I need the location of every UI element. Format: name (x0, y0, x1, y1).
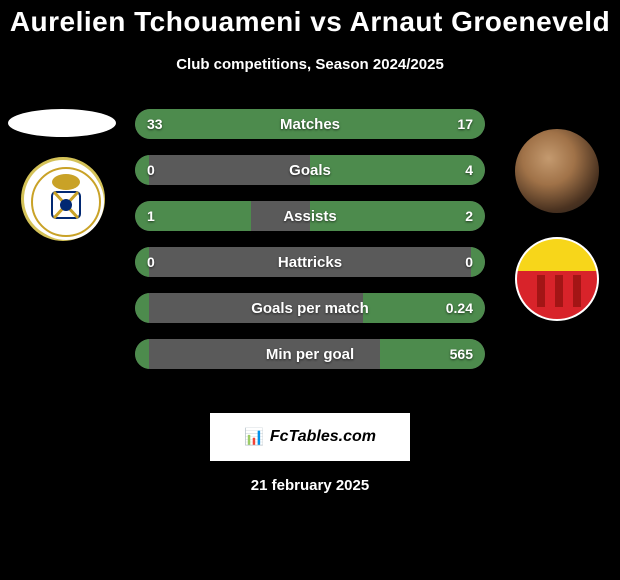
stat-row: Hattricks0 0 (135, 247, 485, 277)
stat-value-right: 0.24 (446, 293, 473, 323)
stat-value-left: 1 (147, 201, 155, 231)
stat-row: Goals per match0.24 (135, 293, 485, 323)
stat-value-right: 17 (457, 109, 473, 139)
stat-row: Goals0 4 (135, 155, 485, 185)
right-club-badge (515, 237, 599, 321)
stat-label: Assists (135, 201, 485, 231)
brand-box: 📊 FcTables.com (210, 413, 410, 461)
stat-label: Goals (135, 155, 485, 185)
left-player-silhouette (8, 109, 116, 137)
stat-value-right: 4 (465, 155, 473, 185)
chart-icon: 📊 (244, 427, 264, 447)
left-player-column (8, 109, 118, 241)
stat-row: Matches33 17 (135, 109, 485, 139)
right-player-column (502, 129, 612, 321)
left-club-badge (21, 157, 105, 241)
stat-value-left: 0 (147, 155, 155, 185)
stat-row: Assists1 2 (135, 201, 485, 231)
stat-row: Min per goal565 (135, 339, 485, 369)
stat-value-right: 2 (465, 201, 473, 231)
right-player-photo (515, 129, 599, 213)
stat-value-right: 565 (450, 339, 473, 369)
stats-bars: Matches3317Goals04Assists12Hattricks00Go… (135, 109, 485, 385)
date-label: 21 february 2025 (0, 477, 620, 494)
stat-value-left: 33 (147, 109, 163, 139)
stat-label: Goals per match (135, 293, 485, 323)
stat-label: Matches (135, 109, 485, 139)
subtitle: Club competitions, Season 2024/2025 (0, 56, 620, 73)
stat-label: Hattricks (135, 247, 485, 277)
comparison-area: Matches3317Goals04Assists12Hattricks00Go… (0, 109, 620, 389)
stat-label: Min per goal (135, 339, 485, 369)
brand-label: FcTables.com (270, 428, 376, 446)
stat-value-left: 0 (147, 247, 155, 277)
page-title: Aurelien Tchouameni vs Arnaut Groeneveld (0, 0, 620, 38)
stat-value-right: 0 (465, 247, 473, 277)
